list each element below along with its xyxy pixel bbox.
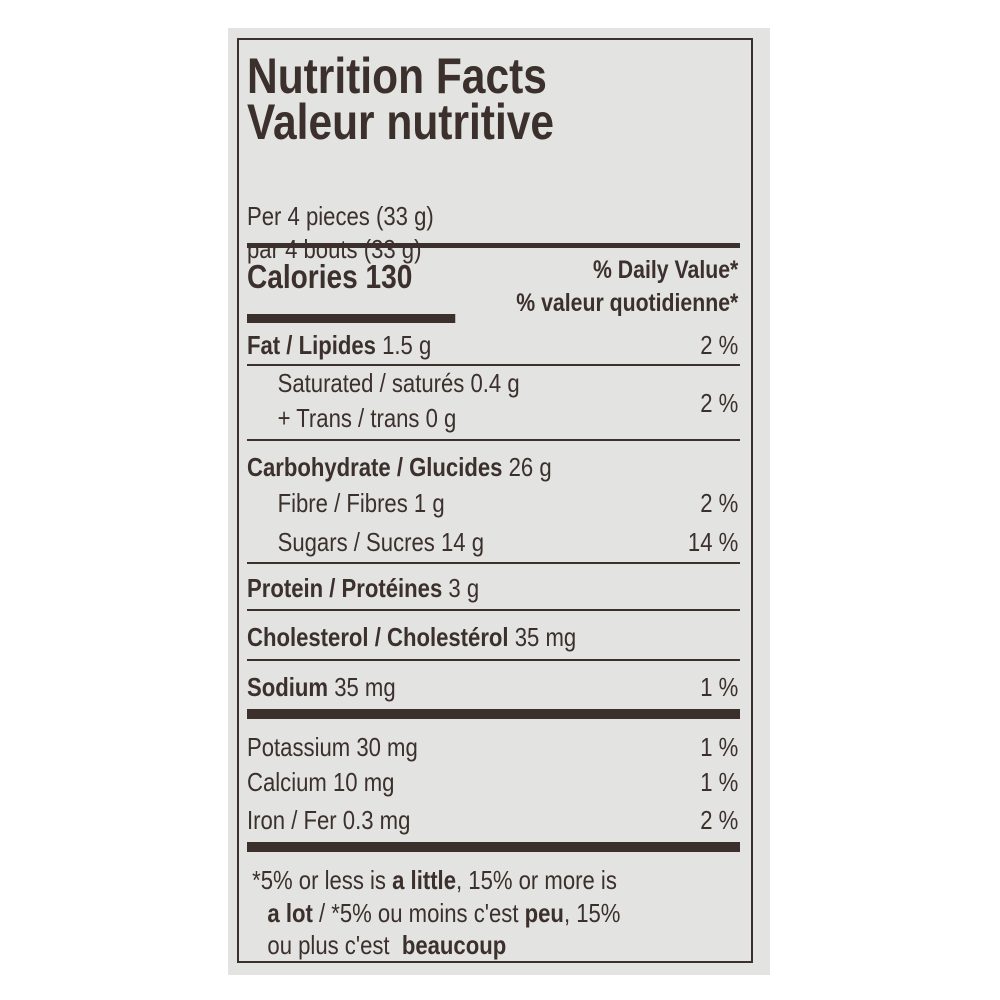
nutrient-row-potassium: Potassium 30 mg 1 % <box>247 732 739 762</box>
divider <box>247 562 740 564</box>
nutrient-row-fat: Fat / Lipides 1.5 g 2 % <box>247 330 739 360</box>
nutrition-facts-table: Nutrition Facts Valeur nutritive Per 4 p… <box>247 38 749 968</box>
divider <box>247 364 740 366</box>
divider-thick <box>247 842 740 852</box>
daily-value-header-fr: % valeur quotidienne* <box>516 289 739 317</box>
calories-label: Calories <box>247 258 358 295</box>
footnote-line-1: *5% or less is a little, 15% or more is <box>252 865 617 895</box>
saturated-trans-dv: 2 % <box>700 388 739 418</box>
title-fr: Valeur nutritive <box>247 94 555 150</box>
nutrition-facts-border <box>237 38 753 963</box>
calories: Calories 130 <box>247 257 738 297</box>
nutrient-row-calcium: Calcium 10 mg 1 % <box>247 767 739 797</box>
calories-divider <box>247 314 456 323</box>
daily-value-header-en: % Daily Value* <box>593 256 739 284</box>
title-en: Nutrition Facts <box>247 48 547 104</box>
footnote-line-3: ou plus c'est beaucoup <box>267 930 507 960</box>
nutrient-row-saturated: Saturated / saturés 0.4 g <box>277 368 520 398</box>
nutrient-row-fibre: Fibre / Fibres 1 g 2 % <box>277 488 739 518</box>
nutrient-row-iron: Iron / Fer 0.3 mg 2 % <box>247 805 739 835</box>
calories-value: 130 <box>365 258 413 295</box>
nutrient-row-trans: + Trans / trans 0 g <box>277 403 457 433</box>
divider-thick <box>247 709 740 719</box>
serving-size-en: Per 4 pieces (33 g) <box>247 201 434 231</box>
divider <box>247 243 740 248</box>
nutrient-row-protein: Protein / Protéines 3 g <box>247 573 480 603</box>
nutrient-row-carbohydrate: Carbohydrate / Glucides 26 g <box>247 452 552 482</box>
nutrient-row-sodium: Sodium 35 mg 1 % <box>247 672 739 702</box>
divider <box>247 439 740 441</box>
nutrient-row-sugars: Sugars / Sucres 14 g 14 % <box>277 527 739 557</box>
label-background <box>228 28 770 975</box>
divider <box>247 609 740 611</box>
nutrient-row-cholesterol: Cholesterol / Cholestérol 35 mg <box>247 622 577 652</box>
footnote-line-2: a lot / *5% ou moins c'est peu, 15% <box>267 898 621 928</box>
divider <box>247 659 740 661</box>
serving-size-fr: par 4 bouts (33 g) <box>247 234 422 264</box>
